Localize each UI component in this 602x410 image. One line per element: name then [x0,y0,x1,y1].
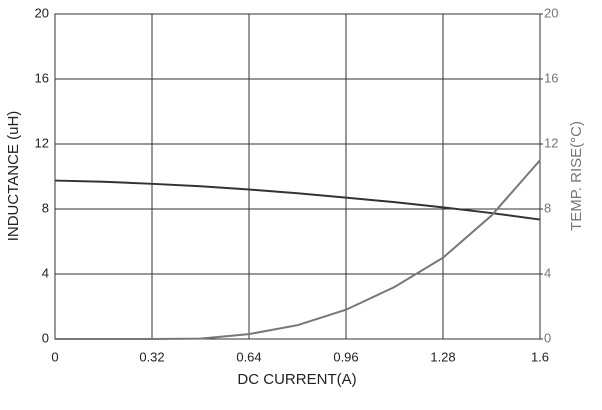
x-tick-label: 0.64 [236,349,261,364]
y-tick-label: 8 [42,200,49,215]
y2-axis-label: TEMP. RISE(°C) [568,121,585,231]
y2-tick-label: 4 [544,265,551,280]
y-tick-label: 4 [42,265,49,280]
y-tick-label: 20 [35,5,49,20]
x-axis-label: DC CURRENT(A) [237,371,356,388]
y2-tick-label: 12 [544,135,558,150]
y2-tick-label: 0 [544,330,551,345]
series-line [55,159,541,340]
x-tick-label: 0.32 [139,349,164,364]
plot-frame [54,13,541,340]
y2-tick-label: 8 [544,200,551,215]
x-tick-label: 0.96 [333,349,358,364]
x-tick-label: 0 [51,349,58,364]
y-tick-label: 12 [35,135,49,150]
y-tick-label: 16 [35,70,49,85]
series-line [54,179,541,221]
y-tick-label: 0 [42,330,49,345]
y2-tick-label: 16 [544,70,558,85]
y2-tick-label: 20 [544,5,558,20]
x-tick-label: 1.28 [430,349,455,364]
y-axis-label: INDUCTANCE (uH) [5,111,22,242]
x-tick-label: 1.6 [531,349,549,364]
